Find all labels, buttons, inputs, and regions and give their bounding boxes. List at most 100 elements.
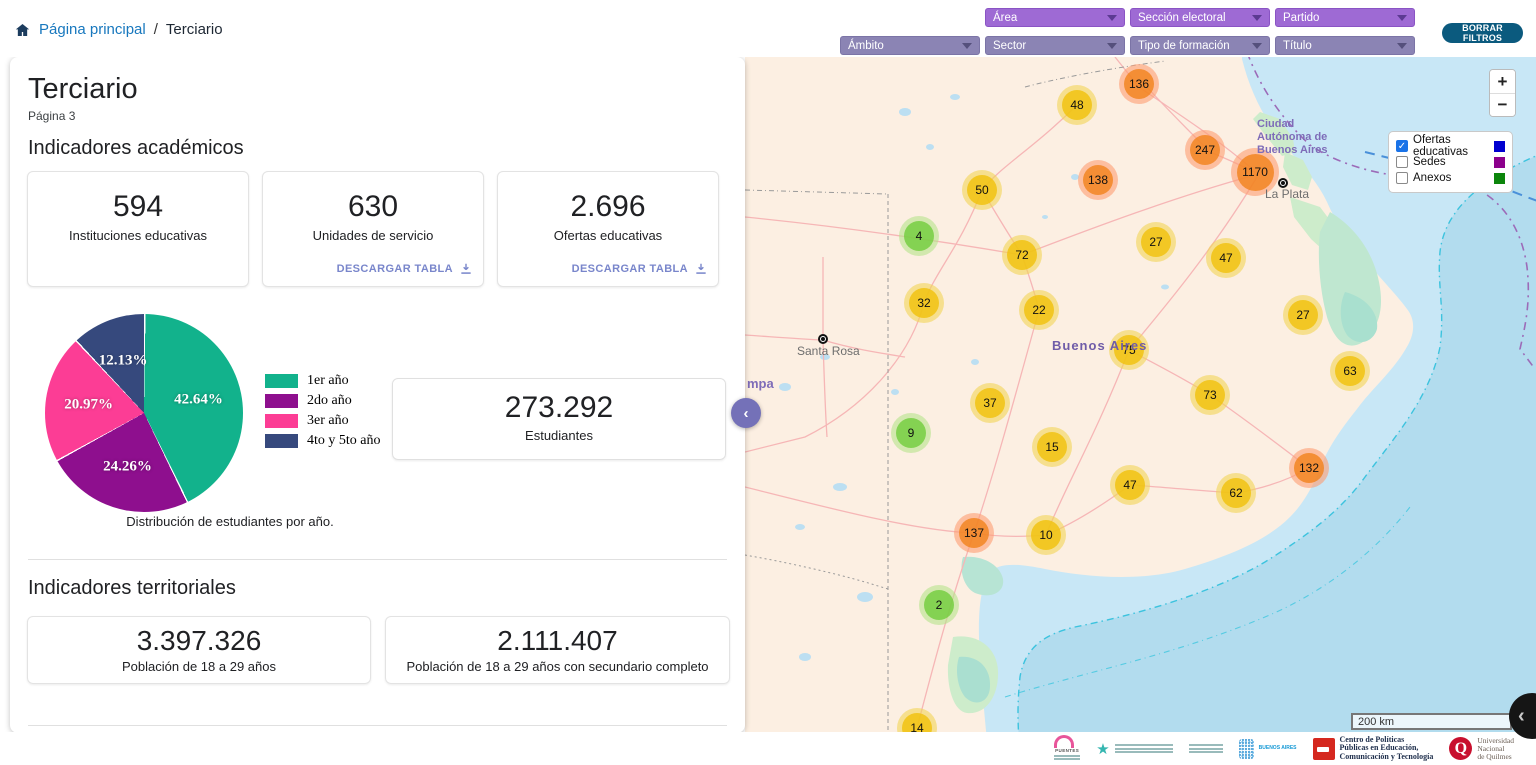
pie-slice-label: 24.26% bbox=[103, 458, 152, 474]
map-cluster-marker[interactable]: 137 bbox=[954, 513, 994, 553]
cluster-count: 15 bbox=[1037, 432, 1067, 462]
pie-caption: Distribución de estudiantes por año. bbox=[126, 514, 334, 529]
cluster-count: 137 bbox=[959, 518, 989, 548]
filter-bar: Área Sección electoral Partido Ámbito Se… bbox=[840, 8, 1415, 55]
chevron-down-icon bbox=[1252, 14, 1262, 21]
map-cluster-marker[interactable]: 37 bbox=[970, 383, 1010, 423]
stat-card: 2.696 Ofertas educativas DESCARGAR TABLA bbox=[497, 171, 719, 287]
students-pie-chart[interactable]: 42.64% 24.26% 20.97% 12.13% bbox=[45, 314, 243, 512]
filter-dropdown-partido[interactable]: Partido bbox=[1275, 8, 1415, 27]
map-cluster-marker[interactable]: 138 bbox=[1078, 160, 1118, 200]
cluster-count: 47 bbox=[1211, 243, 1241, 273]
pie-slice-label: 42.64% bbox=[174, 391, 223, 408]
stat-value: 630 bbox=[347, 190, 399, 223]
layer-checkbox[interactable]: ✓ bbox=[1396, 140, 1408, 152]
chevron-down-icon bbox=[1107, 42, 1117, 49]
page-subtitle: Página 3 bbox=[28, 109, 76, 123]
filter-label: Tipo de formación bbox=[1138, 39, 1230, 52]
map-cluster-marker[interactable]: 2 bbox=[919, 585, 959, 625]
pie-legend-item: 3er año bbox=[265, 411, 381, 431]
pie-legend-item: 4to y 5to año bbox=[265, 431, 381, 451]
filter-dropdown-tipo-de-formación[interactable]: Tipo de formación bbox=[1130, 36, 1270, 55]
map[interactable]: 136 48 247 138 1170 50 4 72 27 47 32 22 27 75 63 37 73 9 1… bbox=[745, 57, 1536, 732]
filter-label: Área bbox=[993, 11, 1018, 24]
map-cluster-marker[interactable]: 247 bbox=[1185, 130, 1225, 170]
layer-color-swatch bbox=[1494, 156, 1505, 168]
cluster-count: 48 bbox=[1062, 90, 1092, 120]
zoom-in-button[interactable]: + bbox=[1490, 70, 1515, 93]
map-cluster-marker[interactable]: 15 bbox=[1032, 427, 1072, 467]
cluster-count: 132 bbox=[1294, 453, 1324, 483]
zoom-out-button[interactable]: − bbox=[1490, 93, 1515, 116]
puentes-arch-icon bbox=[1054, 735, 1075, 749]
map-cluster-marker[interactable]: 50 bbox=[962, 170, 1002, 210]
consejo-microtext bbox=[1114, 743, 1173, 755]
map-cluster-marker[interactable]: 27 bbox=[1136, 222, 1176, 262]
map-cluster-marker[interactable]: 72 bbox=[1002, 235, 1042, 275]
map-cluster-marker[interactable]: 47 bbox=[1110, 465, 1150, 505]
map-cluster-marker[interactable]: 63 bbox=[1330, 351, 1370, 391]
map-cluster-marker[interactable]: 27 bbox=[1283, 295, 1323, 335]
map-cluster-marker[interactable]: 32 bbox=[904, 283, 944, 323]
filter-label: Título bbox=[1283, 39, 1312, 52]
breadcrumb-home-link[interactable]: Página principal bbox=[39, 21, 146, 38]
cluster-count: 136 bbox=[1124, 69, 1154, 99]
legend-label: 1er año bbox=[307, 373, 349, 388]
clear-filters-button[interactable]: BORRAR FILTROS bbox=[1442, 23, 1523, 43]
filter-label: Ámbito bbox=[848, 39, 884, 52]
filter-dropdown-área[interactable]: Área bbox=[985, 8, 1125, 27]
map-cluster-marker[interactable]: 62 bbox=[1216, 473, 1256, 513]
download-table-label: DESCARGAR TABLA bbox=[571, 263, 688, 275]
map-cluster-marker[interactable]: 75 bbox=[1109, 330, 1149, 370]
territorial-heading: Indicadores territoriales bbox=[28, 577, 236, 599]
stat-card: 630 Unidades de servicio DESCARGAR TABLA bbox=[262, 171, 484, 287]
map-city-label: Buenos Aires bbox=[1052, 338, 1148, 353]
indicators-panel: Terciario Página 3 Indicadores académico… bbox=[10, 57, 745, 733]
students-value: 273.292 bbox=[504, 391, 614, 424]
download-table-link[interactable]: DESCARGAR TABLA bbox=[572, 262, 708, 276]
filter-dropdown-sector[interactable]: Sector bbox=[985, 36, 1125, 55]
map-zoom-control: + − bbox=[1489, 69, 1516, 117]
pie-legend-item: 1er año bbox=[265, 371, 381, 391]
stat-value: 594 bbox=[112, 190, 164, 223]
map-cluster-marker[interactable]: 9 bbox=[891, 413, 931, 453]
map-legend-item: ✓ Ofertas educativas bbox=[1396, 134, 1505, 158]
filter-dropdown-sección-electoral[interactable]: Sección electoral bbox=[1130, 8, 1270, 27]
map-cluster-marker[interactable]: 48 bbox=[1057, 85, 1097, 125]
cluster-count: 14 bbox=[902, 713, 932, 732]
chevron-down-icon bbox=[1107, 14, 1117, 21]
map-cluster-marker[interactable]: 4 bbox=[899, 216, 939, 256]
filter-dropdown-ámbito[interactable]: Ámbito bbox=[840, 36, 980, 55]
map-cluster-marker[interactable]: 132 bbox=[1289, 448, 1329, 488]
map-cluster-marker[interactable]: 22 bbox=[1019, 290, 1059, 330]
layer-checkbox[interactable] bbox=[1396, 156, 1408, 168]
puentes-wordmark: PUENTES bbox=[1055, 748, 1080, 754]
panel-collapse-button[interactable]: ‹ bbox=[731, 398, 761, 428]
cluster-count: 10 bbox=[1031, 520, 1061, 550]
layer-label: Ofertas educativas bbox=[1413, 134, 1468, 158]
map-cluster-marker[interactable]: 1170 bbox=[1231, 148, 1279, 196]
legend-swatch bbox=[265, 414, 298, 428]
territorial-cards-row: 3.397.326 Población de 18 a 29 años 2.111… bbox=[27, 616, 730, 684]
filter-label: Sección electoral bbox=[1138, 11, 1226, 24]
buenos-aires-wordmark: BUENOS AIRES bbox=[1258, 744, 1297, 751]
map-cluster-marker[interactable]: 10 bbox=[1026, 515, 1066, 555]
map-city-dot bbox=[1278, 178, 1288, 188]
layer-checkbox[interactable] bbox=[1396, 172, 1408, 184]
stat-card: 594 Instituciones educativas bbox=[27, 171, 249, 287]
legend-label: 3er año bbox=[307, 413, 349, 428]
map-scale-bar: 200 km bbox=[1351, 713, 1512, 730]
red-cube-icon bbox=[1312, 737, 1335, 760]
map-cluster-marker[interactable]: 136 bbox=[1119, 64, 1159, 104]
cluster-count: 2 bbox=[924, 590, 954, 620]
jefatura-microtext bbox=[1188, 743, 1223, 755]
download-table-link[interactable]: DESCARGAR TABLA bbox=[337, 262, 473, 276]
legend-swatch bbox=[265, 394, 298, 408]
map-cluster-marker[interactable]: 47 bbox=[1206, 238, 1246, 278]
stat-value: 2.696 bbox=[570, 190, 646, 223]
map-cluster-marker[interactable]: 73 bbox=[1190, 375, 1230, 415]
home-icon[interactable] bbox=[14, 22, 31, 38]
stat-value: 3.397.326 bbox=[136, 625, 262, 656]
filter-dropdown-título[interactable]: Título bbox=[1275, 36, 1415, 55]
divider bbox=[28, 725, 727, 726]
